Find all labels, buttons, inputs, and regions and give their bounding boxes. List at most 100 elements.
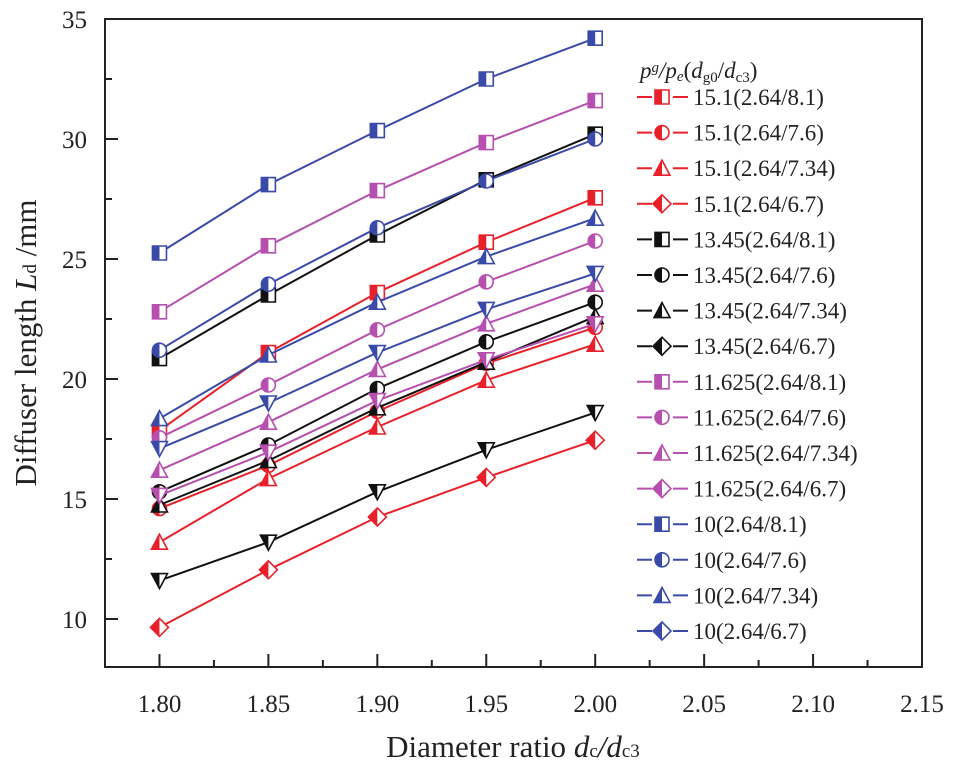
data-point	[260, 276, 277, 292]
data-point	[150, 408, 169, 427]
legend-marker	[651, 336, 673, 357]
data-point	[150, 460, 169, 478]
series-line	[159, 283, 596, 472]
data-point	[259, 395, 278, 413]
data-point	[259, 412, 278, 430]
legend-marker	[652, 443, 672, 461]
legend-item: 10(2.64/7.6)	[637, 548, 807, 573]
x-tick-label: 1.85	[247, 691, 291, 718]
data-point	[258, 559, 279, 580]
legend-label: 15.1(2.64/6.7)	[693, 192, 824, 217]
legend-item: 11.625(2.64/8.1)	[637, 370, 846, 395]
data-point	[367, 484, 387, 502]
series-10(2.64/6.7)	[150, 265, 605, 459]
data-point	[369, 220, 386, 236]
series-10(2.64/8.1)	[151, 30, 603, 261]
data-point	[259, 345, 278, 363]
data-point	[478, 173, 495, 189]
x-tick-label: 1.80	[138, 691, 182, 718]
data-point	[260, 238, 277, 254]
x-tick-label: 2.15	[900, 691, 944, 718]
legend-marker	[651, 478, 673, 499]
data-point	[367, 417, 387, 435]
legend-marker	[654, 89, 670, 105]
legend-label: 10(2.64/7.34)	[693, 583, 818, 608]
data-point	[151, 342, 168, 358]
legend-item: 11.625(2.64/6.7)	[637, 477, 846, 502]
data-point	[585, 316, 605, 334]
data-point	[478, 274, 495, 290]
data-point	[476, 442, 496, 460]
data-point	[260, 377, 277, 393]
legend-marker	[654, 374, 670, 390]
legend-item: 15.1(2.64/6.7)	[637, 192, 824, 217]
data-point	[587, 233, 604, 249]
y-tick-label: 25	[62, 247, 87, 274]
legend-item: 15.1(2.64/7.6)	[637, 121, 824, 146]
x-axis-label: Diameter ratio dc/dc3	[386, 729, 640, 764]
legend-label: 10(2.64/7.6)	[693, 548, 807, 573]
data-point	[369, 182, 386, 199]
data-point	[587, 131, 604, 147]
data-point	[151, 245, 168, 261]
data-point	[369, 322, 386, 338]
data-point	[150, 532, 169, 550]
legend-item: 13.45(2.64/6.7)	[637, 334, 835, 359]
data-point	[476, 352, 496, 370]
legend-item: 11.625(2.64/7.6)	[637, 405, 846, 430]
data-point	[476, 467, 497, 488]
series-10(2.64/7.34)	[150, 208, 605, 427]
series-13.45(2.64/6.7)	[150, 404, 605, 591]
data-point	[367, 506, 388, 528]
series-11.625(2.64/6.7)	[150, 316, 605, 506]
legend-marker	[652, 300, 672, 319]
data-point	[585, 430, 606, 451]
legend-marker	[651, 620, 673, 642]
legend-item: 13.45(2.64/7.6)	[637, 263, 835, 288]
legend-item: 11.625(2.64/7.34)	[637, 441, 858, 466]
y-tick-label: 15	[62, 487, 87, 514]
legend-item: 10(2.64/8.1)	[637, 512, 807, 537]
data-point	[476, 370, 496, 388]
legend-marker	[654, 124, 670, 141]
data-point	[478, 334, 495, 350]
data-point	[587, 30, 603, 46]
data-point	[478, 134, 495, 151]
legend-label: 13.45(2.64/7.6)	[693, 263, 835, 288]
data-point	[587, 190, 603, 206]
data-point	[367, 392, 387, 411]
data-point	[585, 265, 605, 284]
data-point	[367, 344, 387, 363]
y-axis-label: Diffuser length Ld /mm	[8, 199, 43, 486]
series-15.1(2.64/7.34)	[150, 334, 605, 550]
data-point	[151, 304, 168, 320]
data-point	[260, 176, 277, 193]
x-tick-label: 1.90	[355, 691, 399, 718]
legend-marker	[651, 193, 673, 214]
series-13.45(2.64/7.34)	[150, 306, 605, 513]
x-tick-label: 2.00	[573, 691, 617, 718]
legend-label: 15.1(2.64/7.6)	[693, 121, 824, 146]
y-tick-label: 35	[62, 7, 87, 34]
legend-label: 10(2.64/6.7)	[693, 619, 807, 644]
data-point	[369, 122, 386, 139]
data-point	[476, 314, 496, 332]
data-point	[585, 404, 605, 423]
series-11.625(2.64/7.34)	[150, 274, 605, 478]
data-point	[150, 487, 169, 506]
y-tick-label: 10	[62, 607, 87, 634]
y-tick-label: 20	[62, 367, 87, 394]
legend-label: 10(2.64/8.1)	[693, 512, 807, 537]
legend-label: 13.45(2.64/7.34)	[693, 299, 847, 324]
data-point	[476, 246, 496, 265]
data-point	[367, 292, 387, 310]
data-point	[587, 92, 603, 109]
legend-label: 11.625(2.64/7.6)	[693, 405, 846, 430]
data-point	[478, 234, 495, 250]
legend-marker	[654, 409, 670, 426]
legend-item: 13.45(2.64/8.1)	[637, 227, 835, 252]
legend-item: 15.1(2.64/8.1)	[637, 85, 824, 110]
legend: pg/pe(dg0/dc3) 15.1(2.64/8.1) 15.1(2.64/7…	[637, 58, 858, 644]
data-point	[478, 71, 495, 87]
